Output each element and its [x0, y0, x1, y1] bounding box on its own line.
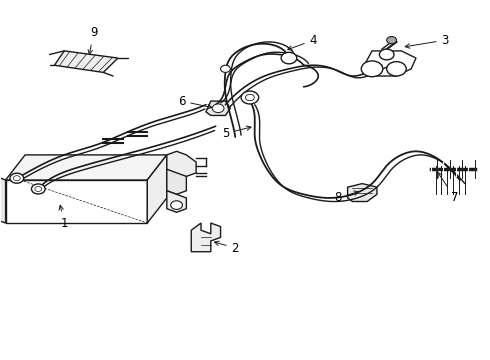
- Polygon shape: [5, 155, 167, 180]
- Text: 7: 7: [438, 172, 459, 204]
- Circle shape: [171, 201, 182, 210]
- Circle shape: [387, 62, 406, 76]
- Polygon shape: [54, 51, 118, 72]
- Polygon shape: [206, 101, 230, 116]
- Circle shape: [31, 184, 45, 194]
- Circle shape: [361, 61, 383, 77]
- Text: 4: 4: [288, 33, 317, 50]
- Circle shape: [387, 37, 396, 44]
- Text: 5: 5: [222, 126, 251, 140]
- Polygon shape: [362, 51, 416, 76]
- Circle shape: [10, 173, 24, 183]
- Text: 1: 1: [59, 205, 68, 230]
- Circle shape: [245, 94, 254, 101]
- Text: 9: 9: [88, 27, 98, 54]
- Text: 3: 3: [405, 33, 449, 48]
- Polygon shape: [167, 169, 186, 194]
- Text: 2: 2: [215, 241, 239, 255]
- Polygon shape: [147, 155, 167, 223]
- Circle shape: [212, 104, 224, 113]
- Circle shape: [281, 52, 297, 64]
- Polygon shape: [0, 176, 5, 223]
- Circle shape: [241, 91, 259, 104]
- Polygon shape: [167, 151, 196, 176]
- Circle shape: [379, 49, 394, 60]
- Circle shape: [13, 176, 20, 181]
- Polygon shape: [5, 180, 147, 223]
- Polygon shape: [167, 191, 186, 212]
- Text: 8: 8: [334, 191, 359, 204]
- Circle shape: [35, 186, 42, 192]
- Circle shape: [220, 65, 230, 72]
- Polygon shape: [347, 184, 377, 202]
- Text: 6: 6: [178, 95, 212, 109]
- Polygon shape: [191, 223, 220, 252]
